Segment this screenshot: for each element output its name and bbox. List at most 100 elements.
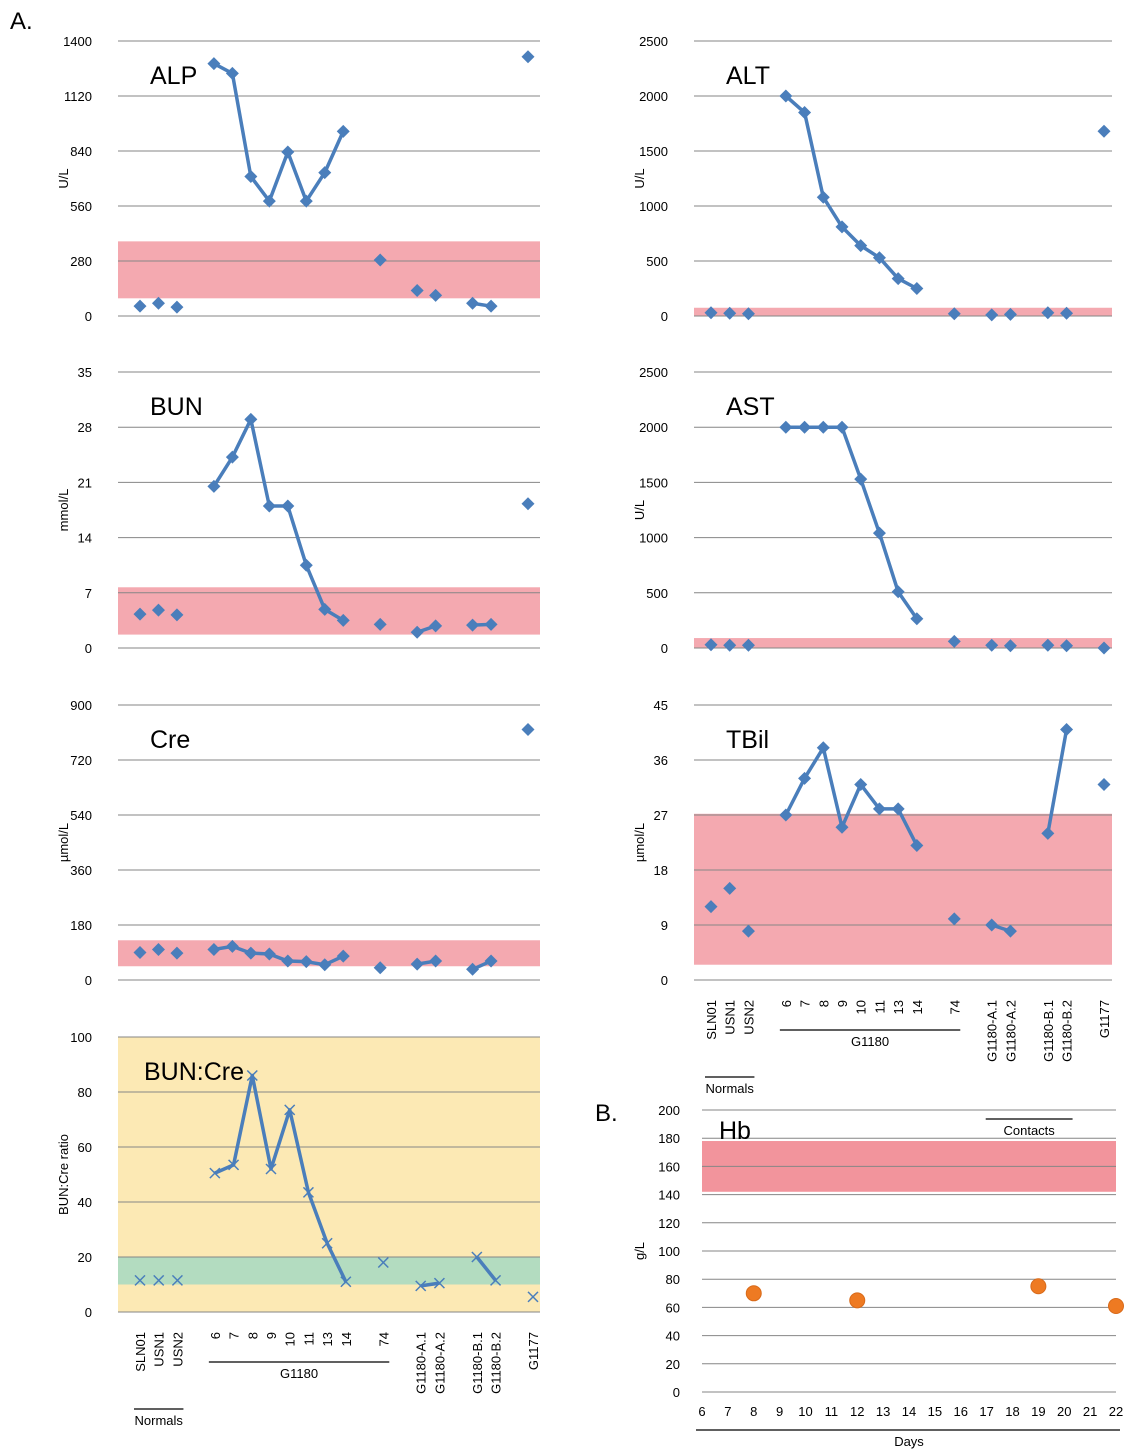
reference-range-band [118,1257,540,1285]
chart-ast: 05001000150020002500U/LAST [632,365,1112,656]
x-tick-label: 6 [698,1404,705,1419]
chart-title: ALP [150,62,197,90]
category-label: 13 [320,1332,335,1346]
chart-title: TBil [726,726,769,754]
chart-bun: 0714212835mmol/LBUN [56,365,540,656]
y-tick-label: 180 [70,918,92,933]
y-tick-label: 20 [78,1250,92,1265]
group-label: Normals [135,1413,184,1428]
x-tick-label: 7 [724,1404,731,1419]
chart-title: Cre [150,726,190,754]
category-label: 14 [339,1332,354,1346]
category-label: SLN01 [704,1000,719,1040]
y-tick-label: 0 [661,641,668,656]
y-tick-label: 0 [661,973,668,988]
data-point [281,145,294,158]
category-label: 10 [283,1332,298,1346]
data-point [522,50,535,63]
y-axis-label: µmol/L [56,823,71,862]
data-point [522,497,535,510]
category-label: 74 [947,1000,962,1014]
chart-title: ALT [726,62,770,90]
data-point [522,723,535,736]
y-tick-label: 36 [654,753,668,768]
x-axis-label: Days [894,1434,924,1449]
y-tick-label: 100 [70,1030,92,1045]
y-axis-label: U/L [632,168,647,188]
category-label: USN1 [152,1332,167,1367]
y-tick-label: 540 [70,808,92,823]
x-tick-label: 19 [1031,1404,1045,1419]
y-tick-label: 0 [673,1385,680,1400]
category-label: 6 [208,1332,223,1339]
chart-title: AST [726,393,775,421]
x-tick-label: 14 [902,1404,916,1419]
y-tick-label: 40 [666,1329,680,1344]
chart-hb: 020406080100120140160180200g/LHb6 7 8 9 10 11… [632,1103,1124,1449]
data-point [892,802,905,815]
y-tick-label: 21 [78,475,92,490]
chart-title: BUN:Cre [144,1058,244,1086]
y-tick-label: 160 [658,1159,680,1174]
y-tick-label: 200 [658,1103,680,1118]
category-label: USN2 [741,1000,756,1035]
y-tick-label: 2000 [639,89,668,104]
y-tick-label: 360 [70,863,92,878]
chart-title: BUN [150,393,203,421]
data-point [854,473,867,486]
x-tick-label: 15 [928,1404,942,1419]
data-point [152,297,165,310]
x-tick-label: 22 [1109,1404,1123,1419]
reference-range-band [118,241,540,298]
y-tick-label: 0 [661,309,668,324]
data-point [134,300,147,313]
x-tick-label: 12 [850,1404,864,1419]
y-tick-label: 14 [78,531,92,546]
category-label: USN1 [723,1000,738,1035]
category-axis: SLN01 USN1 USN2 6 7 8 9 10 11 13 14 74 G1180-A.1 G118… [704,1000,1112,1138]
category-label: G1180-B.1 [470,1332,485,1394]
category-label: G1180-A.2 [1003,1000,1018,1062]
chart-title: Hb [719,1117,751,1145]
x-tick-label: 8 [750,1404,757,1419]
y-tick-label: 60 [78,1140,92,1155]
y-tick-label: 7 [85,586,92,601]
y-axis-label: µmol/L [632,823,647,862]
data-point [1098,125,1111,138]
chart-bun-cre: 0 20 40 60 80 100 BUN:Cre ratio BUN:Cre [56,1030,540,1320]
y-tick-label: 28 [78,420,92,435]
category-label: 9 [264,1332,279,1339]
y-tick-label: 60 [666,1300,680,1315]
chart-cre: 0180360540720900µmol/LCre [56,698,540,988]
category-label: SLN01 [133,1332,148,1372]
data-point [466,297,479,310]
y-tick-label: 18 [654,863,668,878]
category-label: 11 [872,1000,887,1014]
x-tick-label: 18 [1005,1404,1019,1419]
series-line [214,64,343,202]
y-tick-label: 80 [666,1272,680,1287]
y-tick-label: 0 [85,641,92,656]
data-point [1031,1279,1046,1294]
y-axis-label: U/L [56,168,71,188]
y-tick-label: 560 [70,199,92,214]
category-label: 74 [376,1332,391,1346]
x-tick-label: 21 [1083,1404,1097,1419]
category-label: 7 [227,1332,242,1339]
y-tick-label: 9 [661,918,668,933]
y-tick-label: 20 [666,1357,680,1372]
data-point [263,500,276,513]
category-label: 11 [301,1332,316,1346]
category-label: G1180-A.1 [985,1000,1000,1062]
data-point [1098,778,1111,791]
data-point [485,300,498,313]
data-point [226,67,239,80]
data-point [300,559,313,572]
chart-tbil: 0 9 18 27 36 45 µmol/L TBil [632,698,1112,988]
category-label: G1180-A.1 [414,1332,429,1394]
y-tick-label: 180 [658,1131,680,1146]
data-point [244,413,257,426]
y-tick-label: 0 [85,309,92,324]
category-label: 8 [245,1332,260,1339]
category-label: 10 [854,1000,869,1014]
